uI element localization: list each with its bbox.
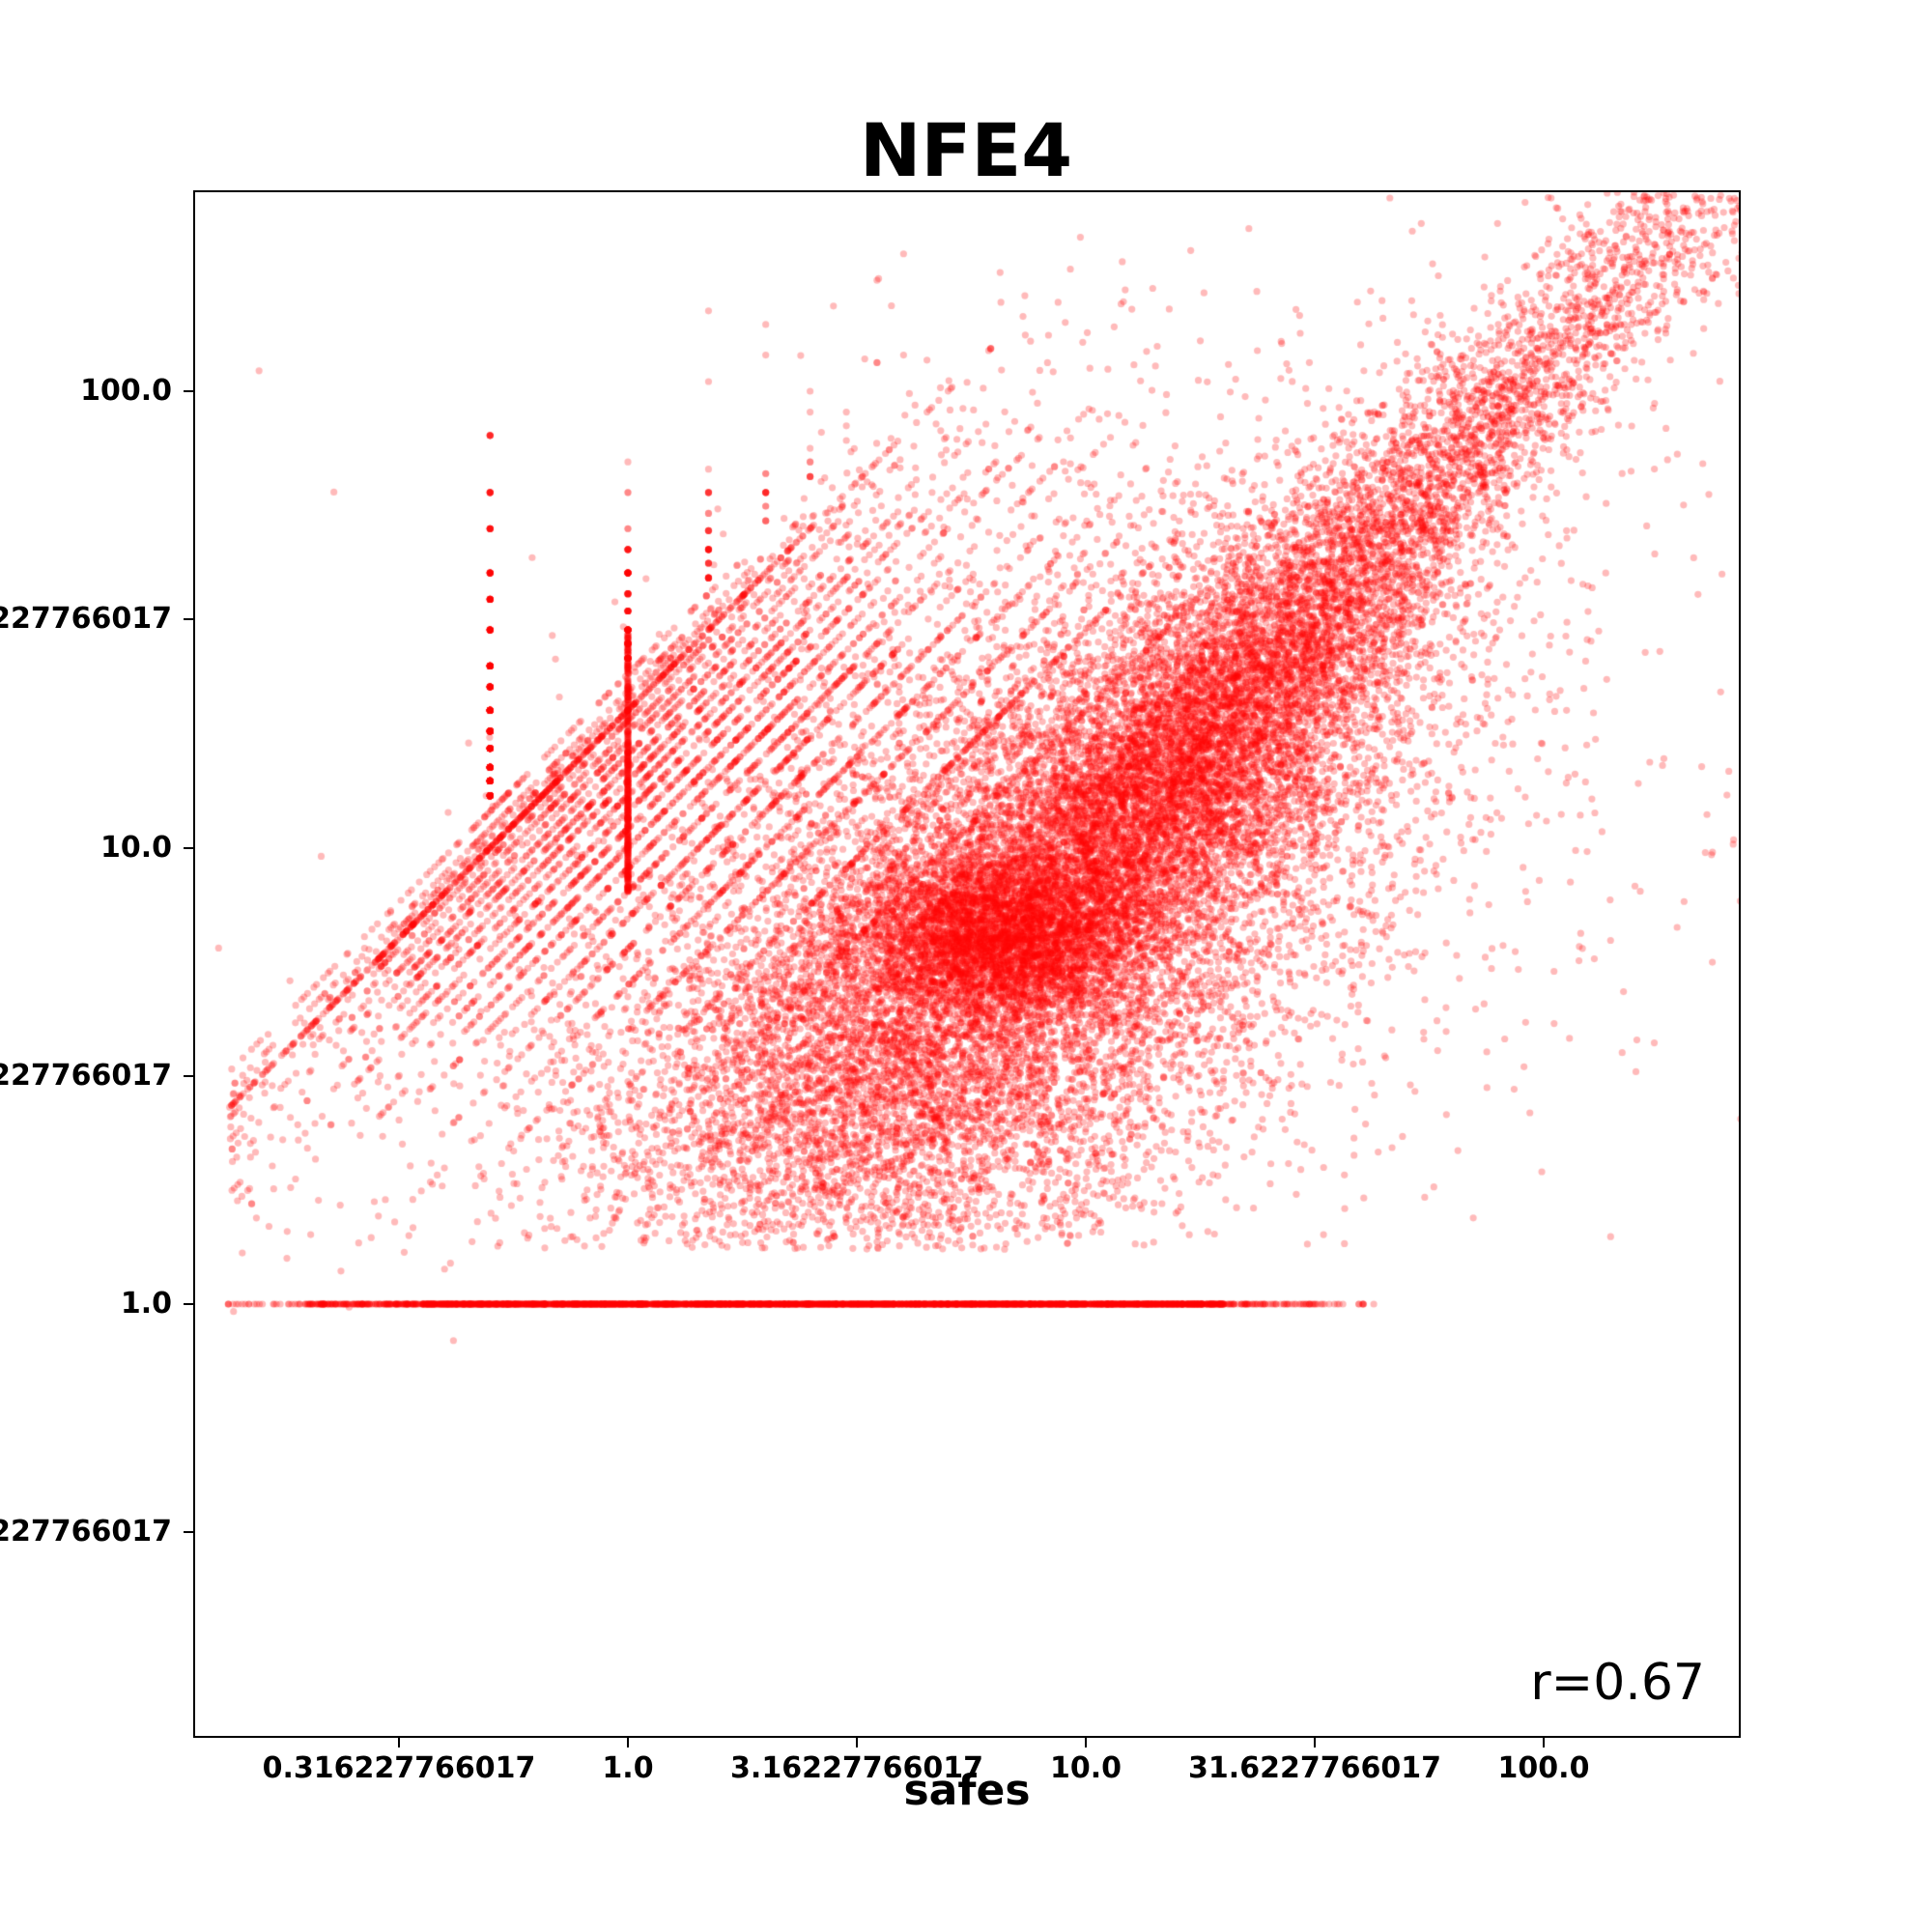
y-tick-mark <box>184 390 193 392</box>
y-tick-mark <box>184 618 193 621</box>
x-tick-label: 31.6227766017 <box>1188 1751 1441 1785</box>
x-tick-label: 10.0 <box>1049 1751 1122 1785</box>
y-tick-label: 100.0 <box>80 374 172 408</box>
y-tick-mark <box>184 1074 193 1077</box>
correlation-annotation: r=0.67 <box>1530 1654 1705 1712</box>
x-tick-mark <box>398 1738 400 1747</box>
plot-frame <box>193 190 1741 1738</box>
x-tick-mark <box>856 1738 858 1747</box>
x-axis-label: safes <box>903 1766 1031 1815</box>
y-tick-label: 31.6227766017 <box>0 602 172 637</box>
y-tick-label: 1.0 <box>120 1287 172 1321</box>
y-tick-mark <box>184 846 193 849</box>
x-tick-label: 0.316227766017 <box>262 1751 536 1785</box>
y-tick-label: 0.316227766017 <box>0 1515 172 1549</box>
x-tick-mark <box>1085 1738 1087 1747</box>
y-tick-label: 3.16227766017 <box>0 1058 172 1093</box>
x-tick-mark <box>627 1738 629 1747</box>
chart-title: NFE4 <box>859 107 1073 193</box>
y-tick-mark <box>184 1303 193 1305</box>
x-tick-label: 3.16227766017 <box>730 1751 983 1785</box>
y-tick-label: 10.0 <box>99 830 172 865</box>
x-tick-mark <box>1314 1738 1316 1747</box>
x-tick-mark <box>1543 1738 1545 1747</box>
y-tick-mark <box>184 1531 193 1534</box>
x-tick-label: 100.0 <box>1497 1751 1590 1785</box>
x-tick-label: 1.0 <box>602 1751 654 1785</box>
